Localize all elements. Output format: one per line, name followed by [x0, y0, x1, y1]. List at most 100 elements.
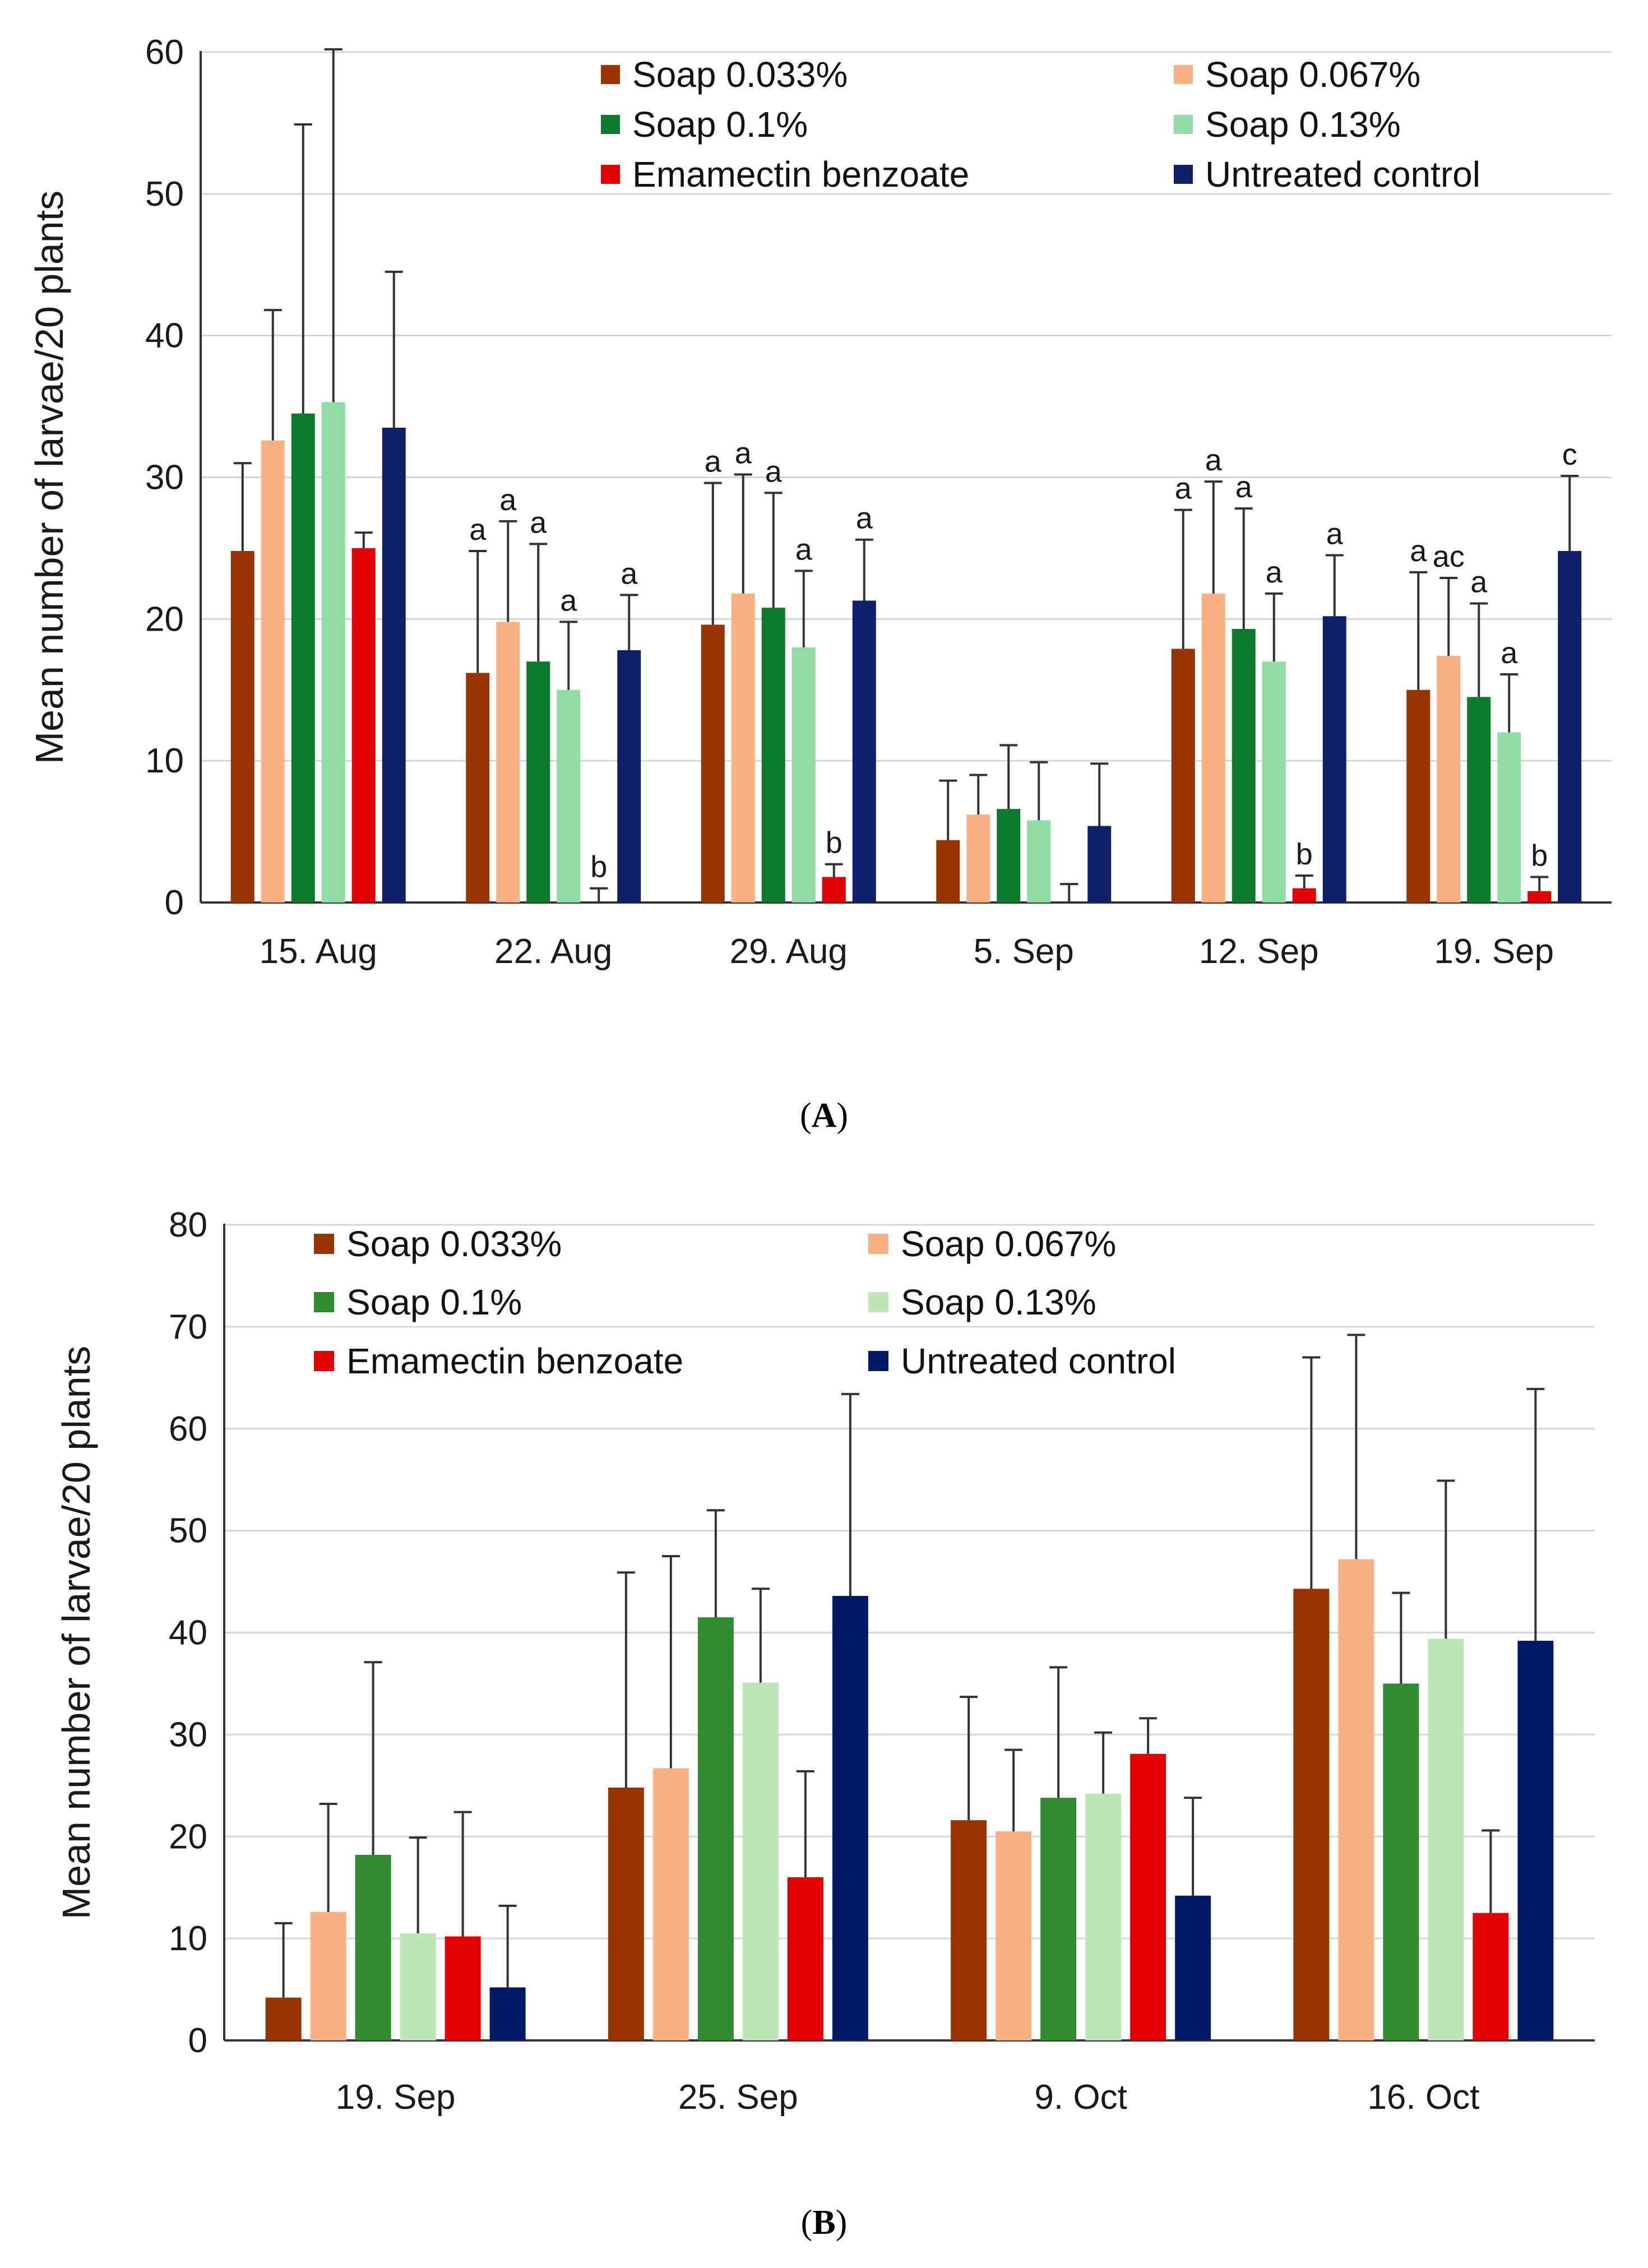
chart-panel-a: 0 10 20 30 40 50 60 Mean number of larvae/20 pl… [27, 33, 1612, 971]
x-tick-label: 22. Aug [494, 932, 612, 971]
y-tick-label: 60 [145, 33, 184, 72]
y-tick-label: 40 [145, 317, 184, 355]
significance-letter: a [1410, 534, 1427, 568]
legend-label-emamectin-benzoate: Emamectin benzoate [632, 154, 969, 195]
legend-label-untreated-control: Untreated control [1205, 154, 1480, 195]
legend-swatch-soap-0-033 [314, 1234, 334, 1254]
legend: Soap 0.033% Soap 0.067% Soap 0.1% Soap 0.13… [314, 1224, 1176, 1381]
significance-letter: a [1235, 470, 1253, 504]
bar-soap-0-1-15-aug [291, 413, 315, 902]
significance-letter: a [705, 445, 722, 479]
significance-letter: b [1531, 839, 1548, 872]
bar-emamectin-benzoate-12-sep [1292, 888, 1316, 902]
legend-label-soap-0-067: Soap 0.067% [901, 1224, 1116, 1264]
bar-emamectin-benzoate-29-aug [822, 877, 846, 902]
significance-letter: a [1266, 556, 1283, 589]
bar-soap-0-067-29-aug [731, 593, 755, 902]
bar-untreated-control-19-sep [489, 1987, 526, 2040]
bar-soap-0-13-19-sep [400, 1933, 436, 2040]
significance-letter: a [1175, 472, 1192, 506]
bar-soap-0-13-25-sep [742, 1682, 779, 2040]
bar-emamectin-benzoate-19-sep [445, 1936, 481, 2040]
y-tick-label: 50 [169, 1512, 207, 1550]
bar-soap-0-033-16-oct [1293, 1589, 1330, 2040]
bar-soap-0-033-9-oct [951, 1820, 987, 2040]
legend-label-soap-0-067: Soap 0.067% [1205, 54, 1420, 95]
significance-letter: a [1205, 443, 1223, 477]
bar-soap-0-13-5-sep [1027, 820, 1051, 902]
y-tick-label: 50 [145, 175, 184, 214]
significance-letter: b [826, 826, 842, 860]
significance-letter: c [1562, 438, 1577, 471]
legend-label-soap-0-1: Soap 0.1% [346, 1282, 522, 1322]
significance-letter: a [560, 584, 577, 617]
bar-soap-0-1-16-oct [1383, 1683, 1419, 2040]
bar-untreated-control-5-sep [1087, 826, 1112, 902]
y-tick-label: 70 [169, 1308, 207, 1346]
y-tick-label: 30 [169, 1715, 207, 1754]
y-tick-label: 10 [169, 1919, 207, 1958]
legend-swatch-emamectin-benzoate [601, 165, 620, 184]
significance-letter: a [735, 436, 752, 470]
x-tick-label: 19. Sep [1434, 932, 1554, 971]
bar-soap-0-1-5-sep [997, 809, 1021, 902]
bar-soap-0-13-19-sep [1497, 732, 1521, 902]
bar-soap-0-067-19-sep [1437, 656, 1461, 902]
legend-swatch-soap-0-033 [601, 65, 620, 84]
bar-untreated-control-16-oct [1517, 1641, 1554, 2040]
legend-label-soap-0-033: Soap 0.033% [632, 54, 848, 95]
significance-letter: b [590, 850, 607, 884]
bar-untreated-control-29-aug [852, 600, 876, 902]
bar-soap-0-1-12-sep [1232, 629, 1256, 902]
significance-letter: a [765, 455, 783, 488]
significance-letter: a [1501, 636, 1518, 670]
legend-swatch-emamectin-benzoate [314, 1351, 334, 1371]
legend-swatch-untreated-control [868, 1351, 888, 1371]
panel-label-b: (B) [801, 2204, 848, 2242]
legend-label-soap-0-033: Soap 0.033% [346, 1224, 562, 1264]
bar-soap-0-033-12-sep [1171, 649, 1195, 902]
bar-untreated-control-25-sep [832, 1596, 868, 2040]
bar-emamectin-benzoate-16-oct [1473, 1913, 1509, 2040]
legend-label-soap-0-13: Soap 0.13% [901, 1282, 1096, 1322]
x-tick-label: 29. Aug [730, 932, 848, 971]
significance-letter: a [1470, 566, 1488, 599]
legend-swatch-untreated-control [1174, 165, 1193, 184]
significance-letter: b [1296, 837, 1313, 871]
bar-soap-0-1-19-sep [355, 1854, 391, 2040]
bar-soap-0-033-19-sep [265, 1997, 302, 2040]
bar-untreated-control-19-sep [1558, 550, 1582, 902]
bar-untreated-control-22-aug [617, 650, 641, 902]
panel-label-a: (A) [800, 1096, 848, 1135]
x-tick-label: 5. Sep [974, 932, 1074, 971]
bar-soap-0-067-9-oct [996, 1831, 1032, 2040]
bar-soap-0-067-5-sep [966, 814, 990, 902]
significance-letter: ac [1433, 540, 1465, 573]
significance-letter: a [499, 483, 517, 517]
bar-untreated-control-12-sep [1322, 616, 1346, 902]
bar-soap-0-067-15-aug [261, 440, 285, 902]
y-tick-label: 30 [145, 459, 184, 497]
bar-soap-0-13-16-oct [1428, 1638, 1464, 2040]
significance-letter: a [530, 506, 547, 539]
y-tick-label: 10 [145, 742, 184, 780]
x-tick-label: 12. Sep [1199, 932, 1319, 971]
bar-soap-0-1-25-sep [697, 1617, 734, 2040]
y-tick-label: 60 [169, 1410, 207, 1448]
bar-emamectin-benzoate-19-sep [1527, 891, 1552, 902]
x-tick-label: 9. Oct [1034, 2078, 1127, 2117]
significance-letter: a [621, 557, 638, 590]
legend-swatch-soap-0-067 [1174, 65, 1193, 84]
legend: Soap 0.033% Soap 0.067% Soap 0.1% Soap 0.13… [601, 54, 1480, 195]
x-tick-label: 15. Aug [260, 932, 377, 971]
significance-letter: a [795, 533, 813, 566]
bar-soap-0-13-9-oct [1085, 1793, 1122, 2040]
bar-emamectin-benzoate-15-aug [351, 548, 376, 902]
bar-soap-0-1-22-aug [526, 661, 550, 902]
legend-label-untreated-control: Untreated control [901, 1341, 1176, 1381]
legend-label-soap-0-13: Soap 0.13% [1205, 104, 1401, 145]
bar-soap-0-1-29-aug [761, 608, 785, 902]
bar-soap-0-067-25-sep [652, 1768, 689, 2040]
bar-soap-0-033-25-sep [608, 1787, 644, 2040]
